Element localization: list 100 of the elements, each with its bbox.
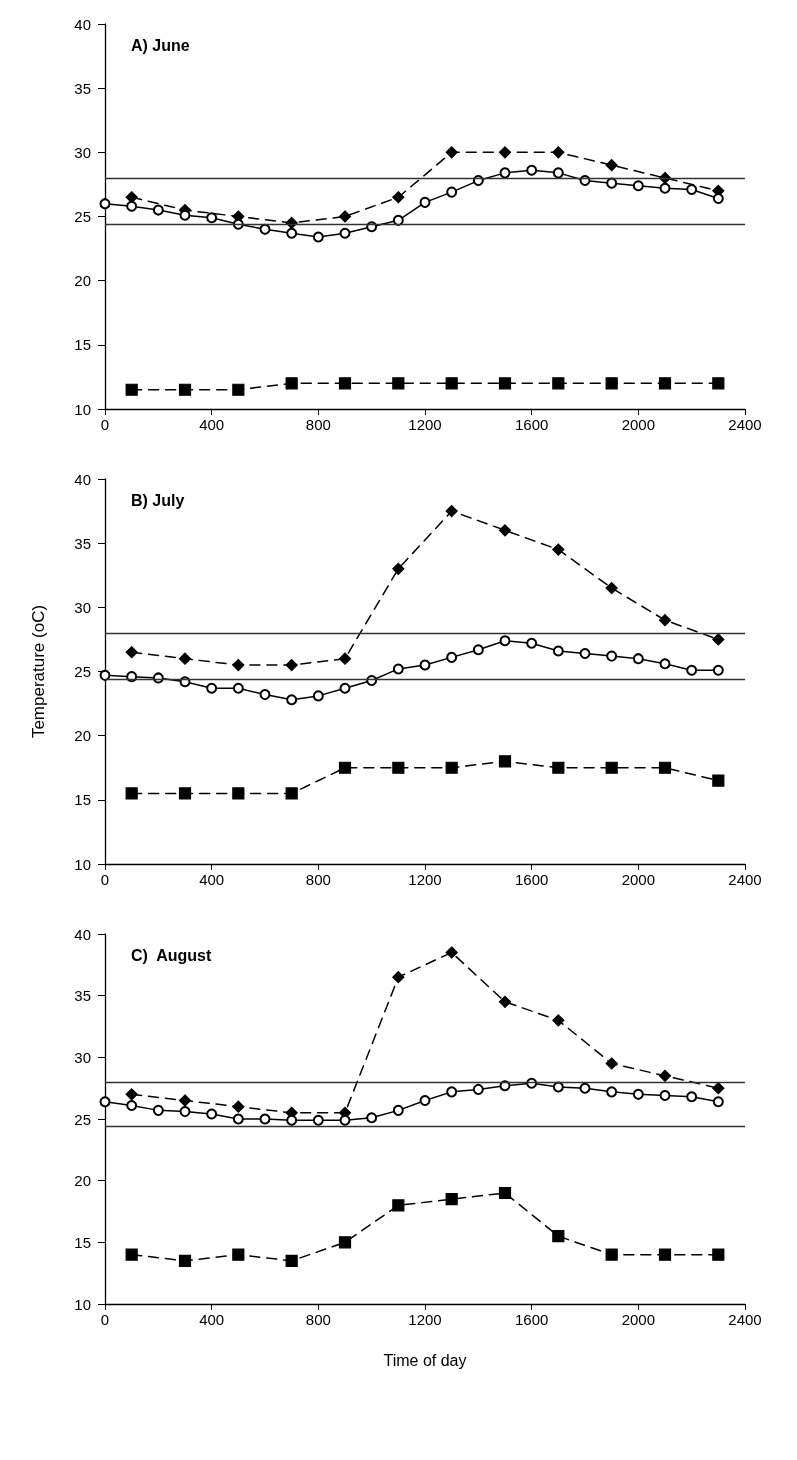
y-tick-label: 40 [74, 925, 91, 943]
point [338, 377, 352, 390]
point [285, 377, 298, 390]
y-tick-label: 25 [74, 663, 91, 680]
point [178, 652, 192, 665]
point [605, 159, 618, 172]
y-tick-label: 30 [74, 1048, 91, 1066]
y-tick-label: 35 [74, 534, 91, 552]
point [179, 1106, 191, 1118]
point [338, 210, 352, 223]
point [446, 186, 458, 198]
point [125, 1248, 138, 1261]
point [232, 787, 245, 800]
point [712, 633, 725, 646]
point [445, 377, 458, 390]
point [552, 1014, 565, 1027]
point [552, 1230, 565, 1243]
x-tick-label: 2000 [621, 416, 656, 433]
y-tick-label: 20 [74, 1172, 91, 1190]
point [419, 196, 431, 208]
point [606, 650, 618, 662]
point [232, 1100, 245, 1113]
point [338, 1236, 352, 1249]
point [286, 694, 298, 706]
y-tick-label: 15 [74, 791, 91, 809]
point [472, 1083, 484, 1095]
point [286, 1114, 298, 1126]
point [392, 214, 404, 226]
point [312, 690, 324, 702]
point [392, 761, 405, 774]
point [712, 1082, 725, 1095]
point [712, 774, 725, 787]
point [658, 1069, 672, 1082]
x-tick-label: 400 [199, 416, 225, 433]
point [445, 146, 458, 159]
point [152, 1104, 164, 1116]
point [178, 787, 192, 800]
point [99, 669, 111, 681]
point [232, 658, 245, 672]
x-tick-label: 1200 [408, 871, 442, 888]
point [152, 204, 164, 216]
point [125, 383, 138, 396]
point [526, 637, 538, 649]
point [712, 377, 725, 390]
point [99, 1096, 111, 1108]
point [552, 543, 565, 556]
point [658, 761, 672, 774]
point [206, 1108, 218, 1120]
point [552, 1081, 564, 1093]
x-tick-label: 400 [199, 1311, 225, 1328]
point [445, 1193, 458, 1206]
x-tick-label: 1600 [514, 416, 549, 433]
text: B) July [131, 491, 185, 509]
point [99, 198, 111, 210]
point [526, 164, 538, 176]
x-tick-label: 800 [305, 416, 331, 433]
point [392, 971, 405, 984]
point [632, 653, 644, 665]
point [126, 200, 138, 212]
y-tick-label: 10 [74, 1295, 91, 1313]
point [606, 177, 618, 189]
x-tick-label: 1200 [408, 416, 442, 433]
y-tick-label: 20 [74, 727, 91, 745]
x-tick-label: 2400 [728, 1311, 762, 1328]
y-tick-label: 10 [74, 400, 91, 418]
point [445, 504, 458, 518]
point [712, 664, 724, 676]
y-tick-label: 40 [74, 15, 91, 33]
point [285, 658, 298, 672]
point [125, 646, 138, 659]
point [419, 659, 431, 671]
y-tick-label: 35 [74, 79, 91, 97]
point [659, 182, 671, 194]
point [392, 663, 404, 675]
point [499, 167, 511, 179]
point [338, 761, 352, 774]
point [392, 562, 405, 575]
y-tick-label: 35 [74, 987, 91, 1005]
point [232, 682, 244, 694]
point [392, 191, 405, 204]
point [339, 1114, 351, 1126]
point [658, 614, 672, 627]
point [552, 645, 564, 657]
point [285, 787, 298, 800]
y-tick-label: 15 [74, 336, 91, 354]
point [712, 1096, 724, 1108]
point [339, 682, 351, 694]
point [285, 1254, 298, 1267]
point [338, 652, 352, 665]
point [259, 689, 271, 701]
x-tick-label: 800 [305, 1311, 331, 1328]
x-tick-label: 0 [100, 871, 110, 888]
point [658, 1248, 672, 1261]
point [178, 383, 192, 396]
x-tick-label: 0 [100, 416, 110, 433]
point [552, 761, 565, 774]
text: C) August [131, 946, 212, 964]
point [125, 1088, 138, 1101]
point [659, 658, 671, 670]
point [498, 146, 512, 159]
